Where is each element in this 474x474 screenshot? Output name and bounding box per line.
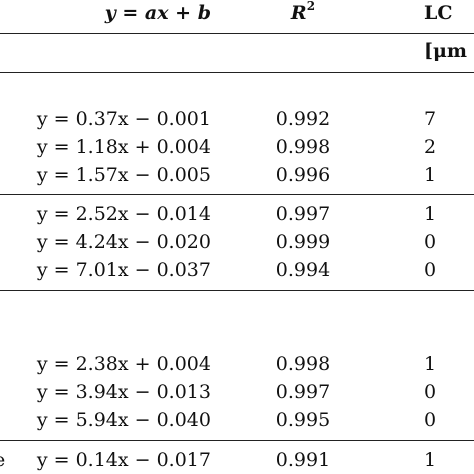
equation-cell: y = 2.52x − 0.014: [36, 203, 211, 225]
equation-cell: y = 7.01x − 0.037: [36, 259, 211, 281]
lod-cell: 2: [424, 136, 437, 158]
r2-cell: 0.992: [275, 108, 331, 130]
lod-cell: 1: [424, 203, 437, 225]
lod-cell: 0: [424, 409, 437, 431]
r2-cell: 0.995: [275, 409, 331, 431]
lod-cell: 0: [424, 259, 437, 281]
group-rule: [0, 194, 474, 195]
r2-cell: 0.997: [275, 381, 331, 403]
r2-cell: 0.991: [275, 449, 331, 471]
equation-cell: y = 1.18x + 0.004: [36, 136, 211, 158]
r2-cell: 0.999: [275, 231, 331, 253]
lod-cell: 1: [424, 164, 437, 186]
equation-cell: y = 0.14x − 0.017: [36, 449, 211, 471]
equation-cell: y = 0.37x − 0.001: [36, 108, 211, 130]
header-equation-label: y = ax + b: [104, 2, 211, 24]
r2-cell: 0.994: [275, 259, 331, 281]
equation-cell: y = 1.57x − 0.005: [36, 164, 211, 186]
equation-cell: y = 4.24x − 0.020: [36, 231, 211, 253]
header-rule: [0, 33, 474, 34]
r2-cell: 0.998: [275, 353, 331, 375]
header-r2: R2: [258, 0, 348, 24]
group-rule: [0, 290, 474, 291]
group-rule: [0, 440, 474, 441]
header-r2-sup: 2: [306, 0, 316, 13]
header-lod: LC: [424, 2, 453, 24]
r2-cell: 0.996: [275, 164, 331, 186]
equation-cell: y = 2.38x + 0.004: [36, 353, 211, 375]
r2-cell: 0.998: [275, 136, 331, 158]
lod-cell: 1: [424, 449, 437, 471]
header-r2-label: R: [290, 2, 307, 24]
equation-cell: y = 3.94x − 0.013: [36, 381, 211, 403]
unit-rule: [0, 72, 474, 73]
header-unit: [μm: [424, 40, 468, 62]
row-label-cell: e: [0, 449, 5, 471]
lod-cell: 0: [424, 231, 437, 253]
lod-cell: 1: [424, 353, 437, 375]
lod-cell: 7: [424, 108, 437, 130]
header-equation: y = ax + b: [35, 2, 211, 24]
equation-cell: y = 5.94x − 0.040: [36, 409, 211, 431]
r2-cell: 0.997: [275, 203, 331, 225]
lod-cell: 0: [424, 381, 437, 403]
